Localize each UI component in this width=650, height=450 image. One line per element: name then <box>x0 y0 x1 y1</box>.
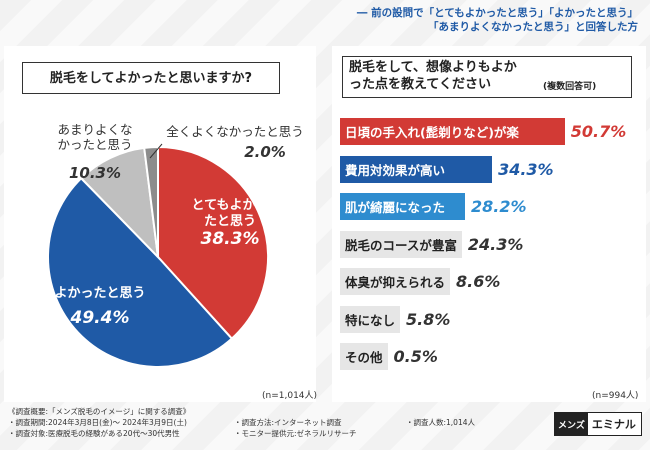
bar-none-fill: 特になし <box>340 305 401 333</box>
bar-course-variety: 脱毛のコースが豊富 24.3% <box>340 230 524 258</box>
bar-n-label: (n=994人) <box>592 391 639 401</box>
footer-count: ・調査人数:1,014人 <box>406 418 475 427</box>
bar-clear-skin-label: 肌が綺麗になった <box>345 200 446 215</box>
bar-none-value: 5.8% <box>406 309 451 329</box>
pie-question: 脱毛をしてよかったと思いますか? <box>22 62 280 94</box>
bar-other-label: その他 <box>345 350 383 365</box>
bar-clear-skin-fill: 肌が綺麗になった <box>340 193 466 220</box>
bar-hand-care-value: 50.7% <box>570 122 627 141</box>
bar-hand-care-label: 日頃の手入れ(髭剃りなど)が楽 <box>345 125 519 140</box>
logo-part2: エミナル <box>591 418 636 431</box>
pie-n-label: (n=1,014人) <box>262 391 318 401</box>
header-note-line2: 「あまりよくなかったと思う」と回答した方 <box>428 21 638 33</box>
bar-course-variety-fill: 脱毛のコースが豊富 <box>340 230 462 258</box>
footer-target: ・調査対象:医療脱毛の経験がある20代〜30代男性 <box>8 429 180 438</box>
bar-none: 特になし 5.8% <box>340 305 451 333</box>
brand-logo: メンズ エミナル <box>554 412 642 436</box>
header-note-line1: 前の設問で「とてもよかったと思う」「よかったと思う」 <box>371 7 638 19</box>
pie-label-not-good: あまりよくなかったと思う 10.3% <box>57 122 133 182</box>
logo-part1: メンズ <box>555 413 588 435</box>
bar-title: 脱毛をして、想像よりもよかった点を教えてください <box>349 60 517 92</box>
footer-summary: 《調査概要:「メンズ脱毛のイメージ」に関する調査》 <box>8 407 191 416</box>
header-note: ― 前の設問で「とてもよかったと思う」「よかったと思う」 「あまりよくなかったと… <box>356 7 638 33</box>
bar-body-odor: 体臭が抑えられる 8.6% <box>340 268 500 295</box>
footer-method: ・調査方法:インターネット調査 <box>234 418 342 427</box>
pie-label-good: よかったと思う 49.4% <box>54 286 146 328</box>
bar-cost-effective-fill: 費用対効果が高い <box>340 155 493 183</box>
bar-clear-skin-value: 28.2% <box>471 197 527 216</box>
bar-other-fill: その他 <box>340 343 388 370</box>
bar-other-value: 0.5% <box>393 347 438 366</box>
bar-subtitle: (複数回答可) <box>543 82 597 92</box>
pie-label-very-good: とてもよかったと思う 38.3% <box>191 198 269 250</box>
bar-course-variety-value: 24.3% <box>467 234 524 254</box>
bar-hand-care-fill: 日頃の手入れ(髭剃りなど)が楽 <box>340 118 565 145</box>
bar-other: その他 0.5% <box>340 343 438 370</box>
bar-body-odor-fill: 体臭が抑えられる <box>340 268 451 295</box>
pie-label-not-good-at-all: 全くよくなかったと思う 2.0% <box>166 124 304 161</box>
bar-cost-effective: 費用対効果が高い 34.3% <box>340 155 554 183</box>
bar-body-odor-value: 8.6% <box>456 272 501 291</box>
bar-cost-effective-value: 34.3% <box>498 159 554 179</box>
bar-body-odor-label: 体臭が抑えられる <box>345 275 446 290</box>
bar-course-variety-label: 脱毛のコースが豊富 <box>345 237 457 253</box>
bar-none-label: 特になし <box>345 312 396 328</box>
bar-cost-effective-label: 費用対効果が高い <box>345 162 446 178</box>
bar-question: 脱毛をして、想像よりもよかった点を教えてください (複数回答可) <box>342 56 632 98</box>
bar-panel <box>332 46 646 402</box>
pie-title: 脱毛をしてよかったと思いますか? <box>49 70 253 86</box>
footer-period: ・調査期間:2024年3月8日(金)〜 2024年3月9日(土) <box>8 418 187 427</box>
bar-clear-skin: 肌が綺麗になった 28.2% <box>340 193 527 220</box>
bar-hand-care: 日頃の手入れ(髭剃りなど)が楽 50.7% <box>340 118 626 145</box>
footer-provider: ・モニター提供元:ゼネラルリサーチ <box>234 429 357 438</box>
